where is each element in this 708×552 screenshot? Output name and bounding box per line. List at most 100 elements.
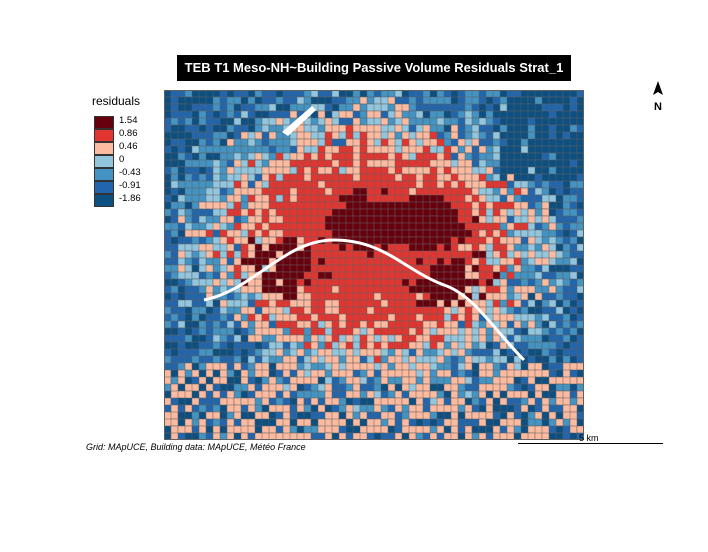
- map-cell: [303, 376, 312, 385]
- map-cell: [226, 355, 235, 364]
- map-cell: [170, 306, 179, 315]
- north-arrow: N: [650, 80, 666, 113]
- map-cell: [177, 201, 186, 210]
- map-cell: [233, 355, 242, 364]
- map-cell: [373, 425, 382, 434]
- map-cell: [408, 432, 417, 440]
- map-cell: [254, 215, 263, 224]
- map-cell: [576, 215, 584, 224]
- map-cell: [247, 432, 256, 440]
- map-cell: [534, 432, 543, 440]
- map-cell: [401, 432, 410, 440]
- map-cells: [164, 90, 584, 440]
- map-cell: [576, 390, 584, 399]
- map-cell: [366, 250, 375, 259]
- legend-label: -1.86: [119, 193, 141, 204]
- legend-swatch: [94, 181, 114, 194]
- legend-swatch: [94, 129, 114, 142]
- map-cell: [373, 418, 382, 427]
- map-cell: [310, 334, 319, 343]
- map-cell: [485, 334, 494, 343]
- map-cell: [401, 369, 410, 378]
- legend-swatch: [94, 142, 114, 155]
- map-cell: [576, 299, 584, 308]
- map-cell: [296, 299, 305, 308]
- map-cell: [296, 229, 305, 238]
- legend-swatch: [94, 155, 114, 168]
- scale-bar: [518, 443, 663, 444]
- map-cell: [429, 208, 438, 217]
- legend-label: 0.86: [119, 128, 138, 139]
- map-cell: [212, 376, 221, 385]
- map-cell: [401, 124, 410, 133]
- north-label: N: [654, 101, 662, 113]
- map-cell: [331, 166, 340, 175]
- map-cell: [387, 131, 396, 140]
- map-cell: [569, 390, 578, 399]
- scale-bar-label: 5 km: [579, 433, 599, 443]
- river: [203, 238, 526, 362]
- map-cell: [576, 348, 584, 357]
- map-cell: [450, 355, 459, 364]
- map-cell: [317, 292, 326, 301]
- map-cell: [422, 236, 431, 245]
- map-cell: [261, 180, 270, 189]
- legend-swatch: [94, 194, 114, 207]
- map-cell: [310, 278, 319, 287]
- map-cell: [254, 243, 263, 252]
- map-cell: [492, 432, 501, 440]
- map-cell: [170, 411, 179, 420]
- legend-title: residuals: [92, 94, 141, 108]
- map-cell: [429, 432, 438, 440]
- map-cell: [415, 131, 424, 140]
- legend-label: 0.46: [119, 141, 138, 152]
- map-cell: [478, 285, 487, 294]
- map-cell: [492, 173, 501, 182]
- map-cell: [380, 313, 389, 322]
- map-cell: [226, 411, 235, 420]
- map-cell: [282, 236, 291, 245]
- map-cell: [422, 257, 431, 266]
- map-cell: [569, 187, 578, 196]
- map-cell: [520, 418, 529, 427]
- map-cell: [541, 117, 550, 126]
- legend-label: -0.43: [119, 167, 141, 178]
- map-cell: [555, 432, 564, 440]
- map-cell: [429, 306, 438, 315]
- map-title: TEB T1 Meso-NH~Building Passive Volume R…: [177, 55, 571, 81]
- map-cell: [513, 229, 522, 238]
- map-cell: [513, 390, 522, 399]
- map-cell: [576, 432, 584, 440]
- legend-label: -0.91: [119, 180, 141, 191]
- map-cell: [205, 348, 214, 357]
- map-cell: [492, 383, 501, 392]
- map-cell: [331, 341, 340, 350]
- map-cell: [164, 432, 172, 440]
- map-cell: [254, 138, 263, 147]
- map-cell: [226, 138, 235, 147]
- legend-label: 0: [119, 154, 125, 165]
- map-cell: [338, 90, 347, 98]
- north-arrow-icon: [653, 81, 663, 95]
- map-cell: [240, 432, 249, 440]
- map-cell: [184, 208, 193, 217]
- water-body: [282, 106, 316, 136]
- map-cell: [254, 152, 263, 161]
- map-cell: [198, 313, 207, 322]
- map-cell: [415, 341, 424, 350]
- map-cell: [499, 236, 508, 245]
- map-cell: [254, 348, 263, 357]
- map-cell: [331, 383, 340, 392]
- map-frame: [164, 90, 584, 440]
- map-cell: [198, 138, 207, 147]
- legend-label: 1.54: [119, 115, 138, 126]
- map-cell: [471, 432, 480, 440]
- map-cell: [205, 334, 214, 343]
- map-cell: [205, 166, 214, 175]
- legend-swatch: [94, 116, 114, 129]
- map-cell: [164, 90, 172, 98]
- map-cell: [289, 166, 298, 175]
- map-cell: [527, 432, 536, 440]
- map-cell: [499, 411, 508, 420]
- map-cell: [576, 229, 584, 238]
